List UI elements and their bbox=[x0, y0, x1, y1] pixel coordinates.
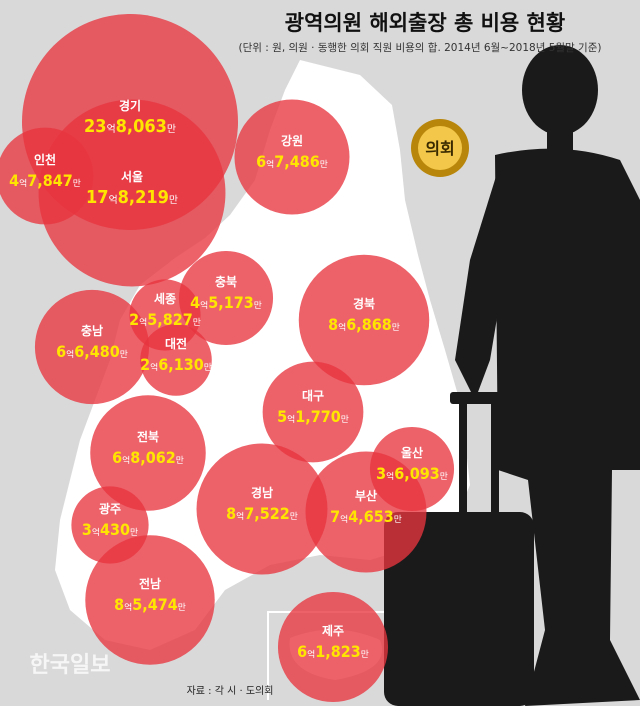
amount-label: 7억4,653만 bbox=[330, 507, 402, 526]
bubble-전남 bbox=[85, 535, 215, 665]
region-label: 전북 bbox=[137, 429, 159, 444]
amount-label: 4억7,847만 bbox=[9, 171, 81, 190]
bubble-전북 bbox=[90, 395, 206, 511]
region-label: 광주 bbox=[99, 501, 121, 516]
amount-label: 3억6,093만 bbox=[376, 464, 448, 483]
region-label: 경북 bbox=[353, 297, 375, 311]
bubble-대전 bbox=[140, 324, 212, 396]
traveler-silhouette bbox=[384, 45, 640, 706]
amount-label: 2억5,827만 bbox=[129, 310, 201, 329]
amount-label: 8억6,868만 bbox=[328, 315, 400, 334]
watermark: 한국일보 bbox=[30, 653, 111, 678]
region-label: 경기 bbox=[119, 98, 141, 113]
region-label: 충남 bbox=[81, 323, 103, 338]
region-label: 인천 bbox=[34, 152, 56, 167]
bubble-경남 bbox=[196, 443, 328, 575]
amount-label: 4억5,173만 bbox=[190, 293, 262, 312]
region-label: 부산 bbox=[355, 488, 377, 503]
region-label: 강원 bbox=[281, 134, 303, 148]
region-label: 경남 bbox=[251, 485, 273, 500]
amount-label: 17억8,219만 bbox=[86, 187, 178, 208]
bubble-layer bbox=[0, 14, 455, 703]
amount-label: 8억5,474만 bbox=[114, 595, 186, 614]
chart-title: 광역의원 해외출장 총 비용 현황 bbox=[285, 11, 565, 35]
bubble-강원 bbox=[234, 99, 350, 215]
region-label: 충북 bbox=[215, 274, 237, 289]
region-label: 대구 bbox=[302, 389, 324, 403]
bubble-경북 bbox=[298, 254, 430, 386]
bubble-제주 bbox=[277, 591, 389, 703]
bubble-대구 bbox=[262, 361, 364, 463]
region-label: 제주 bbox=[322, 624, 344, 638]
region-label: 전남 bbox=[139, 576, 161, 591]
amount-label: 2억6,130만 bbox=[140, 355, 212, 374]
chart-subtitle: (단위 : 원, 의원 · 동행한 의회 직원 비용의 합. 2014년 6월~… bbox=[239, 41, 602, 54]
amount-label: 8억7,522만 bbox=[226, 504, 298, 523]
amount-label: 6억8,062만 bbox=[112, 448, 184, 467]
bubble-부산 bbox=[305, 451, 427, 573]
source-note: 자료 : 각 시 · 도의회 bbox=[187, 685, 274, 697]
bubble-충북 bbox=[178, 250, 274, 346]
region-label: 울산 bbox=[401, 445, 423, 460]
assembly-badge-icon: 의회 bbox=[411, 119, 469, 177]
amount-label: 6억1,823만 bbox=[297, 642, 369, 661]
amount-label: 6억7,486만 bbox=[256, 152, 328, 171]
amount-label: 23억8,063만 bbox=[84, 116, 176, 137]
amount-label: 6억6,480만 bbox=[56, 342, 128, 361]
amount-label: 5억1,770만 bbox=[277, 407, 349, 426]
region-label: 서울 bbox=[121, 169, 143, 184]
amount-label: 3억430만 bbox=[82, 520, 138, 539]
bubble-서울 bbox=[38, 99, 226, 287]
region-label: 대전 bbox=[165, 336, 187, 351]
badge-label: 의회 bbox=[425, 139, 454, 158]
region-label: 세종 bbox=[154, 291, 176, 306]
bubble-충남 bbox=[34, 289, 150, 405]
